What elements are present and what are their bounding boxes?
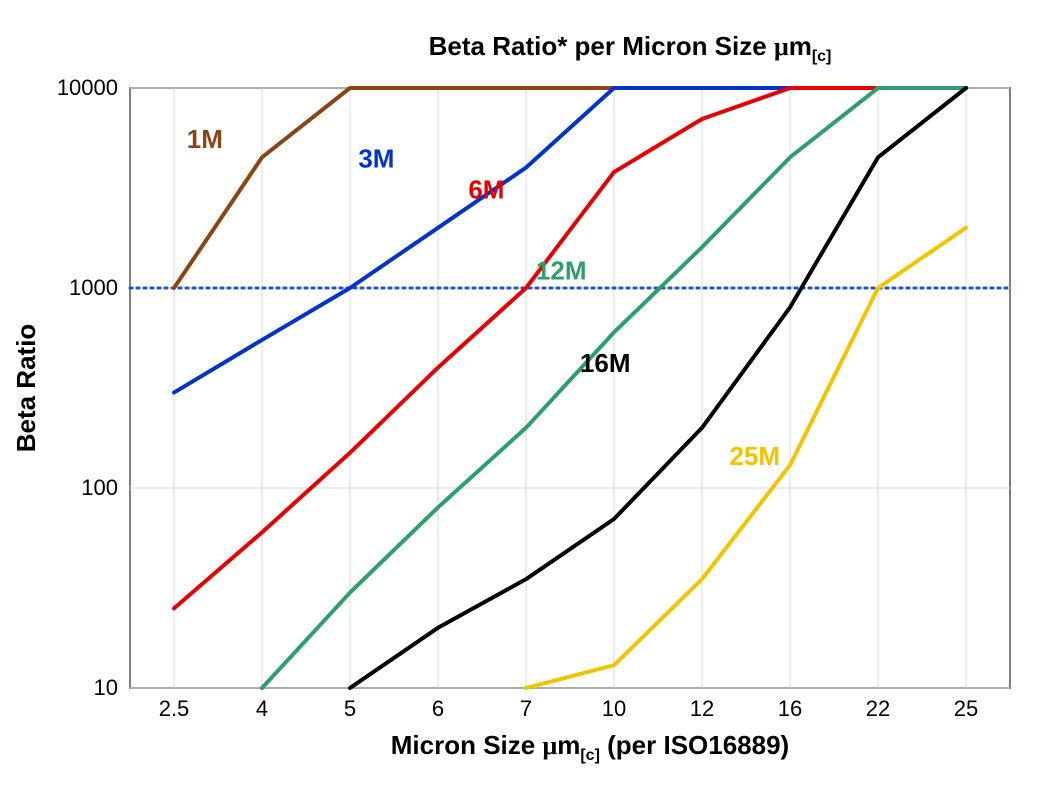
series-label-1M: 1M [187,124,223,154]
y-tick-label: 100 [81,475,118,500]
series-label-16M: 16M [580,348,631,378]
x-tick-label: 6 [432,696,444,721]
x-tick-label: 16 [778,696,802,721]
series-label-3M: 3M [358,144,394,174]
x-tick-label: 10 [602,696,626,721]
x-tick-label: 22 [866,696,890,721]
chart-title: Beta Ratio* per Micron Size μm[c] [429,31,832,65]
x-tick-label: 7 [520,696,532,721]
chart-svg: 2.5 4 5 6 7 10 12 16 22 25 10 100 1000 10000 1M 3M 6M 12M… [0,0,1062,798]
y-tick-label: 10000 [57,75,118,100]
series-label-6M: 6M [468,175,504,205]
x-tick-label: 25 [954,696,978,721]
y-tick-label: 1000 [69,275,118,300]
y-tick-label: 10 [94,675,118,700]
x-tick-label: 4 [256,696,268,721]
x-tick-label: 2.5 [159,696,190,721]
x-tick-label: 12 [690,696,714,721]
beta-ratio-chart: 2.5 4 5 6 7 10 12 16 22 25 10 100 1000 10000 1M 3M 6M 12M… [0,0,1062,798]
x-tick-label: 5 [344,696,356,721]
series-label-12M: 12M [536,256,587,286]
y-axis-title: Beta Ratio [11,324,41,453]
series-label-25M: 25M [730,441,781,471]
